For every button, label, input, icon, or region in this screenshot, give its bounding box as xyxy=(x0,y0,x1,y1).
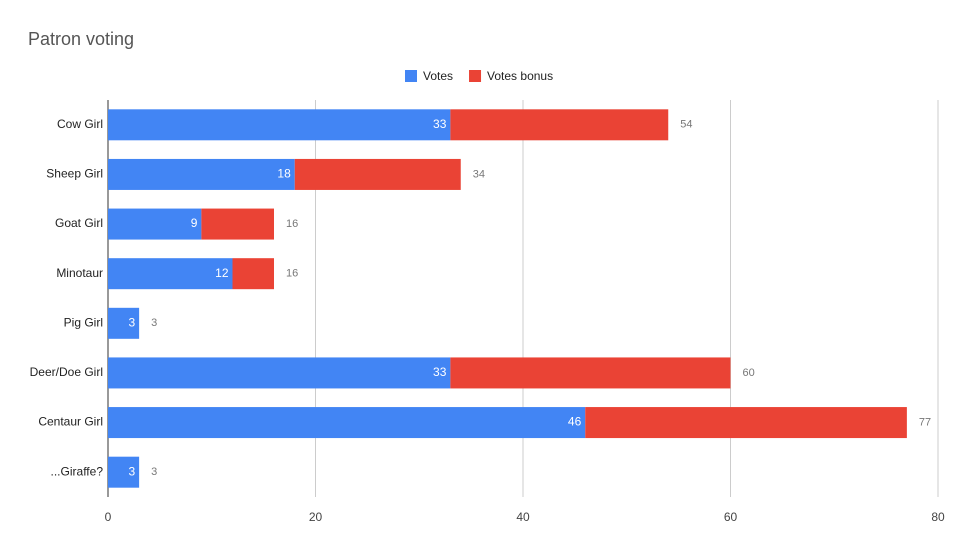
total-label: 54 xyxy=(680,119,692,131)
value-label: 46 xyxy=(568,415,582,429)
value-label: 3 xyxy=(128,464,135,478)
total-label: 60 xyxy=(743,367,755,379)
x-tick-label: 40 xyxy=(516,510,530,524)
total-label: 3 xyxy=(151,466,157,478)
value-label: 12 xyxy=(215,266,229,280)
bar xyxy=(201,208,274,240)
bar xyxy=(108,357,451,389)
legend-swatch xyxy=(405,70,417,82)
bar xyxy=(108,307,140,339)
legend-swatch xyxy=(469,70,482,82)
x-tick-label: 0 xyxy=(105,510,112,524)
total-label: 3 xyxy=(151,317,157,329)
bar xyxy=(108,407,586,439)
chart-title: Patron voting xyxy=(28,29,134,49)
bar xyxy=(108,158,295,190)
value-label: 33 xyxy=(433,117,447,131)
x-tick-label: 20 xyxy=(309,510,323,524)
value-label: 9 xyxy=(191,216,198,230)
bar xyxy=(108,258,233,290)
y-tick-label: Sheep Girl xyxy=(46,167,103,181)
bar xyxy=(108,109,451,141)
value-label: 33 xyxy=(433,365,447,379)
value-label: 18 xyxy=(277,167,291,181)
bar xyxy=(108,456,140,488)
bar xyxy=(232,258,274,290)
bar xyxy=(294,158,461,190)
x-tick-label: 60 xyxy=(724,510,738,524)
x-tick-label: 80 xyxy=(931,510,945,524)
legend-label: Votes bonus xyxy=(487,69,553,83)
y-tick-label: Goat Girl xyxy=(55,216,103,230)
total-label: 77 xyxy=(919,416,931,428)
y-tick-label: ...Giraffe? xyxy=(51,464,104,478)
y-tick-label: Pig Girl xyxy=(64,315,103,329)
y-tick-label: Centaur Girl xyxy=(38,415,103,429)
y-tick-label: Deer/Doe Girl xyxy=(30,365,103,379)
total-label: 16 xyxy=(286,218,298,230)
bar xyxy=(585,407,907,439)
y-tick-label: Cow Girl xyxy=(57,117,103,131)
bar xyxy=(108,208,202,240)
total-label: 34 xyxy=(473,168,485,180)
value-label: 3 xyxy=(128,315,135,329)
bar xyxy=(450,357,731,389)
legend-label: Votes xyxy=(423,69,453,83)
total-label: 16 xyxy=(286,268,298,280)
bar xyxy=(450,109,669,141)
y-tick-label: Minotaur xyxy=(56,266,103,280)
